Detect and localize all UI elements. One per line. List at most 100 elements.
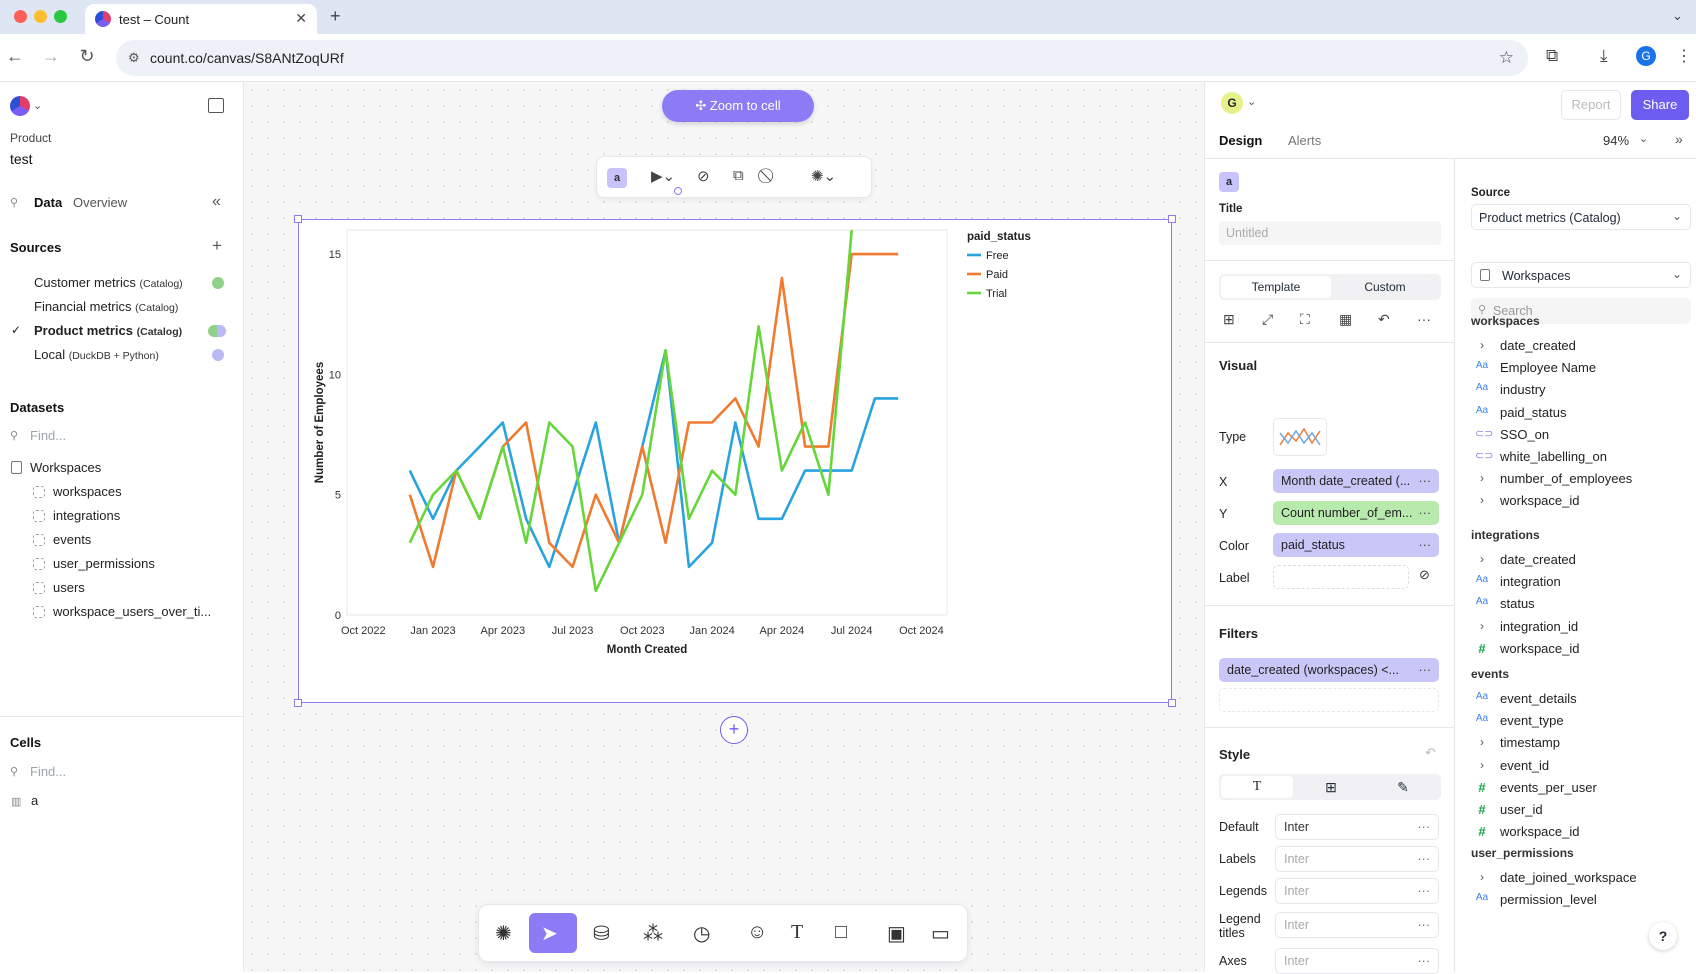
field-item[interactable]: Aa Employee Name [1475, 358, 1695, 378]
source-item-product-metrics[interactable]: ✓ Product metrics (Catalog) [0, 320, 244, 342]
resize-handle-top-left[interactable] [294, 215, 302, 223]
forward-arrow-icon[interactable]: → [42, 46, 60, 66]
template-tab[interactable]: Template [1221, 276, 1331, 298]
field-item[interactable]: › date_joined_workspace [1475, 868, 1695, 888]
profile-avatar[interactable]: G [1636, 46, 1656, 66]
cell-item[interactable]: ▥ a [0, 790, 244, 812]
address-bar[interactable]: ⚙ count.co/canvas/S8ANtZoqURf ☆ [116, 40, 1528, 76]
field-item[interactable]: ⊂⊃ SSO_on [1475, 425, 1695, 445]
bookmark-star-icon[interactable]: ☆ [1498, 48, 1514, 67]
dataset-item[interactable]: workspaces [0, 482, 244, 504]
font-select-labels[interactable]: Inter ··· [1275, 846, 1439, 872]
dataset-item[interactable]: user_permissions [0, 554, 244, 576]
field-group-events[interactable]: events [1471, 667, 1510, 681]
expand-icon[interactable]: ⤢ [1262, 311, 1274, 327]
field-item[interactable]: ⊂⊃ white_labelling_on [1475, 447, 1695, 467]
title-input[interactable]: Untitled [1219, 221, 1441, 245]
canvas-area[interactable]: ✣ Zoom to cell a ▶⌄ ⊘ ⧉ ⃠ ✺⌄ 0 5 10 15 Oct 2… [244, 82, 1204, 972]
undo-icon[interactable]: ↶ [1378, 311, 1390, 327]
datasets-find-input[interactable]: Find... [30, 428, 67, 443]
more-options-icon[interactable]: ··· [1418, 538, 1432, 552]
more-options-icon[interactable]: ··· [1417, 954, 1431, 968]
font-select-default[interactable]: Inter ··· [1275, 814, 1439, 840]
grid-style-tab-icon[interactable]: ⊞ [1325, 779, 1337, 795]
minimize-window-button[interactable] [34, 10, 47, 23]
duplicate-cell-icon[interactable]: ⧉ [733, 167, 744, 184]
chart-type-picker[interactable] [1273, 418, 1327, 456]
custom-tab[interactable]: Custom [1364, 280, 1406, 294]
font-select-legend-titles[interactable]: Inter ··· [1275, 912, 1439, 938]
database-tool-icon[interactable]: ⛁ [593, 923, 610, 945]
dataset-item[interactable]: workspace_users_over_ti... [0, 602, 244, 624]
more-options-icon[interactable]: ··· [1418, 506, 1432, 520]
ai-assist-icon[interactable]: ✺⌄ [811, 168, 837, 185]
field-item[interactable]: Aa paid_status [1475, 403, 1695, 423]
dataset-item[interactable]: users [0, 578, 244, 600]
font-select-legends[interactable]: Inter ··· [1275, 878, 1439, 904]
user-avatar[interactable]: G [1221, 92, 1243, 114]
field-group-integrations[interactable]: integrations [1471, 528, 1540, 542]
field-item[interactable]: Aa status [1475, 594, 1695, 614]
field-item[interactable]: # user_id [1475, 800, 1695, 820]
more-options-icon[interactable]: ··· [1418, 663, 1432, 677]
chart-cell[interactable]: 0 5 10 15 Oct 2022 Jan 2023 Apr 2023 Jul 2023 Oc… [294, 215, 1176, 707]
dataset-item[interactable]: events [0, 530, 244, 552]
font-select-axes[interactable]: Inter ··· [1275, 948, 1439, 974]
browser-menu-icon[interactable]: ⋮ [1676, 48, 1692, 65]
alerts-off-icon[interactable]: ⊘ [697, 168, 710, 185]
cell-name-badge[interactable]: a [607, 168, 627, 188]
color-field-pill[interactable]: paid_status ··· [1273, 533, 1439, 557]
chart-template-icon[interactable]: ⊞ [1223, 311, 1235, 327]
back-arrow-icon[interactable]: ← [6, 46, 24, 66]
field-search-input[interactable]: ⚲ Search [1471, 298, 1691, 324]
zoom-to-cell-button[interactable]: ✣ Zoom to cell [662, 90, 814, 122]
resize-handle-bottom-left[interactable] [294, 699, 302, 707]
hide-eye-icon[interactable]: ⊘ [1419, 567, 1430, 582]
filter-pill[interactable]: date_created (workspaces) <... ··· [1219, 658, 1439, 682]
field-item[interactable]: › number_of_employees [1475, 469, 1695, 489]
sticky-note-icon[interactable]: ☺ [747, 921, 768, 943]
y-field-pill[interactable]: Count number_of_em... ··· [1273, 501, 1439, 525]
source-select[interactable]: Product metrics (Catalog) ⌄ [1471, 204, 1691, 230]
reset-style-icon[interactable]: ↶ [1425, 745, 1436, 760]
tab-design[interactable]: Design [1219, 133, 1263, 148]
field-group-user-permissions[interactable]: user_permissions [1471, 846, 1574, 860]
paint-style-tab-icon[interactable]: ✎ [1397, 779, 1409, 795]
field-item[interactable]: › timestamp [1475, 733, 1695, 753]
tab-alerts[interactable]: Alerts [1288, 133, 1322, 148]
field-item[interactable]: › date_created [1475, 336, 1695, 356]
filter-dropzone[interactable] [1219, 688, 1439, 712]
field-item[interactable]: # workspace_id [1475, 639, 1695, 659]
field-item[interactable]: › date_created [1475, 550, 1695, 570]
table-view-icon[interactable]: ▦ [1339, 311, 1353, 327]
field-item[interactable]: # events_per_user [1475, 778, 1695, 798]
close-window-button[interactable] [14, 10, 27, 23]
new-tab-button[interactable]: + [330, 6, 341, 26]
help-button[interactable]: ? [1649, 922, 1677, 950]
dataset-group-workspaces[interactable]: Workspaces [30, 460, 102, 475]
field-item[interactable]: Aa event_type [1475, 711, 1695, 731]
frame-tool-icon[interactable]: ▣ [887, 923, 906, 945]
source-item-financial-metrics[interactable]: Financial metrics (Catalog) [0, 296, 244, 318]
dataset-select[interactable]: Workspaces ⌄ [1471, 262, 1691, 288]
run-play-icon[interactable]: ▶⌄ [651, 168, 676, 185]
more-options-icon[interactable]: ··· [1417, 918, 1431, 932]
clock-tool-icon[interactable]: ◷ [693, 923, 711, 945]
x-field-pill[interactable]: Month date_created (... ··· [1273, 469, 1439, 493]
field-item[interactable]: Aa industry [1475, 380, 1695, 400]
more-options-icon[interactable]: ··· [1417, 884, 1431, 898]
reload-icon[interactable]: ↻ [79, 46, 95, 66]
field-item[interactable]: Aa event_details [1475, 689, 1695, 709]
ai-tool-icon[interactable]: ✺ [495, 923, 512, 945]
resize-handle-bottom-right[interactable] [1168, 699, 1176, 707]
add-cell-button[interactable]: + [720, 716, 748, 744]
text-style-tab-icon[interactable]: T [1221, 776, 1293, 798]
collapse-panel-icon[interactable]: » [1675, 131, 1683, 147]
label-field-dropzone[interactable] [1273, 565, 1409, 589]
fit-icon[interactable]: ⛶ [1300, 311, 1310, 327]
browser-tab[interactable]: test – Count ✕ [85, 4, 317, 34]
more-options-icon[interactable]: ··· [1417, 820, 1431, 834]
comment-tool-icon[interactable]: ▭ [931, 923, 950, 945]
tab-data[interactable]: Data [34, 195, 63, 210]
share-button[interactable]: Share [1631, 90, 1689, 120]
